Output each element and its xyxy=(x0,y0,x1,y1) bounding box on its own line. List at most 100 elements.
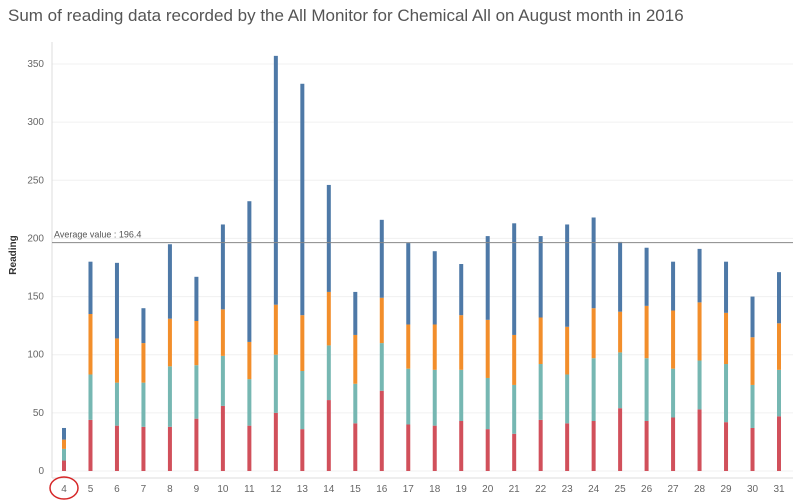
bar-17-series-1 xyxy=(406,424,411,471)
bar-4-series-1 xyxy=(62,460,66,471)
bar-15-series-4 xyxy=(353,291,358,335)
bar-21-series-1 xyxy=(512,433,517,471)
bar-30-series-1 xyxy=(750,427,755,471)
bar-4-series-2 xyxy=(62,448,66,461)
x-tick-label-20: 20 xyxy=(482,484,494,495)
x-tick-label-7: 7 xyxy=(141,484,147,495)
bar-16-series-3 xyxy=(379,297,384,344)
bar-27-series-2 xyxy=(671,368,676,418)
x-tick-label-8: 8 xyxy=(167,484,173,495)
bar-4-series-4 xyxy=(62,427,66,440)
bar-10-series-1 xyxy=(220,405,225,471)
bar-23-series-4 xyxy=(565,224,570,327)
x-tick-label-31: 31 xyxy=(773,484,785,495)
bar-23-series-1 xyxy=(565,423,570,471)
bar-26-series-2 xyxy=(644,358,649,421)
bar-21-series-3 xyxy=(512,334,517,385)
x-tick-label-10: 10 xyxy=(217,484,229,495)
bar-20-series-2 xyxy=(485,377,490,430)
bar-11-series-2 xyxy=(247,379,252,426)
x-tick-label-11: 11 xyxy=(244,484,255,495)
x-tick-label-15: 15 xyxy=(350,484,362,495)
bar-16-series-1 xyxy=(379,390,384,471)
bar-5-series-1 xyxy=(88,419,93,471)
bar-6-series-1 xyxy=(114,425,119,471)
bar-22-series-4 xyxy=(538,236,543,318)
x-tick-label-5: 5 xyxy=(88,484,94,495)
bar-11-series-1 xyxy=(247,425,252,471)
bar-12-series-3 xyxy=(273,304,278,355)
bar-22-series-2 xyxy=(538,364,543,420)
bar-14-series-2 xyxy=(326,345,331,401)
bar-7-series-2 xyxy=(141,382,146,427)
bar-24-series-3 xyxy=(591,308,596,359)
bar-16-series-2 xyxy=(379,343,384,391)
bar-20-series-1 xyxy=(485,429,490,471)
bar-27-series-3 xyxy=(671,310,676,369)
bar-12-series-1 xyxy=(273,412,278,471)
bar-13-series-3 xyxy=(300,315,305,371)
bar-12-series-2 xyxy=(273,354,278,413)
x-tick-label-26: 26 xyxy=(641,484,653,495)
bar-28-series-2 xyxy=(697,360,702,410)
bar-6-series-3 xyxy=(114,338,119,383)
bar-22-series-1 xyxy=(538,419,543,471)
x-tick-label-12: 12 xyxy=(270,484,282,495)
bar-14-series-3 xyxy=(326,291,331,346)
bar-25-series-2 xyxy=(618,352,623,409)
x-tick-label-18: 18 xyxy=(429,484,441,495)
bar-15-series-2 xyxy=(353,383,358,424)
x-tick-label-28: 28 xyxy=(694,484,706,495)
y-tick-label-50: 50 xyxy=(33,408,45,419)
x-tick-label-23: 23 xyxy=(562,484,574,495)
bar-19-series-2 xyxy=(459,369,464,421)
bar-18-series-3 xyxy=(432,324,437,370)
bar-25-series-3 xyxy=(618,311,623,353)
bar-5-series-4 xyxy=(88,261,93,315)
bar-31-series-4 xyxy=(777,272,781,324)
bar-7-series-3 xyxy=(141,343,146,383)
bar-6-series-4 xyxy=(114,262,119,339)
bar-24-series-1 xyxy=(591,420,596,471)
bar-24-series-2 xyxy=(591,358,596,421)
x-tick-label-13: 13 xyxy=(297,484,309,495)
bar-17-series-2 xyxy=(406,368,411,425)
bar-10-series-3 xyxy=(220,309,225,356)
bar-8-series-4 xyxy=(167,244,172,319)
bar-8-series-3 xyxy=(167,318,172,367)
bar-19-series-4 xyxy=(459,264,464,316)
bar-8-series-1 xyxy=(167,426,172,471)
bar-31-series-3 xyxy=(777,323,781,370)
bar-11-series-4 xyxy=(247,201,252,342)
bar-28-series-4 xyxy=(697,248,702,303)
x-tick-label-19: 19 xyxy=(456,484,468,495)
bar-17-series-4 xyxy=(406,243,411,325)
chart-title: Sum of reading data recorded by the All … xyxy=(8,6,684,25)
y-axis-title: Reading xyxy=(8,235,19,274)
y-tick-label-250: 250 xyxy=(27,175,44,186)
bar-23-series-3 xyxy=(565,326,570,375)
x-tick-label-25: 25 xyxy=(615,484,627,495)
x-tick-label-29: 29 xyxy=(720,484,732,495)
y-tick-label-300: 300 xyxy=(27,117,44,128)
bar-28-series-3 xyxy=(697,302,702,361)
x-tick-label-17: 17 xyxy=(403,484,415,495)
bar-20-series-4 xyxy=(485,236,490,320)
bar-9-series-1 xyxy=(194,418,199,471)
average-reference-label: Average value : 196.4 xyxy=(54,230,141,240)
bar-24-series-4 xyxy=(591,217,596,309)
bar-6-series-2 xyxy=(114,382,119,426)
bar-18-series-2 xyxy=(432,369,437,426)
bar-17-series-3 xyxy=(406,324,411,369)
bar-4-series-3 xyxy=(62,439,66,449)
y-tick-label-150: 150 xyxy=(27,292,44,303)
bar-29-series-4 xyxy=(724,261,729,313)
bar-29-series-2 xyxy=(724,364,729,423)
bar-23-series-2 xyxy=(565,374,570,424)
bar-19-series-1 xyxy=(459,420,464,471)
bar-8-series-2 xyxy=(167,366,172,427)
bar-29-series-3 xyxy=(724,312,729,365)
bar-26-series-4 xyxy=(644,247,649,306)
bar-25-series-4 xyxy=(618,241,623,312)
